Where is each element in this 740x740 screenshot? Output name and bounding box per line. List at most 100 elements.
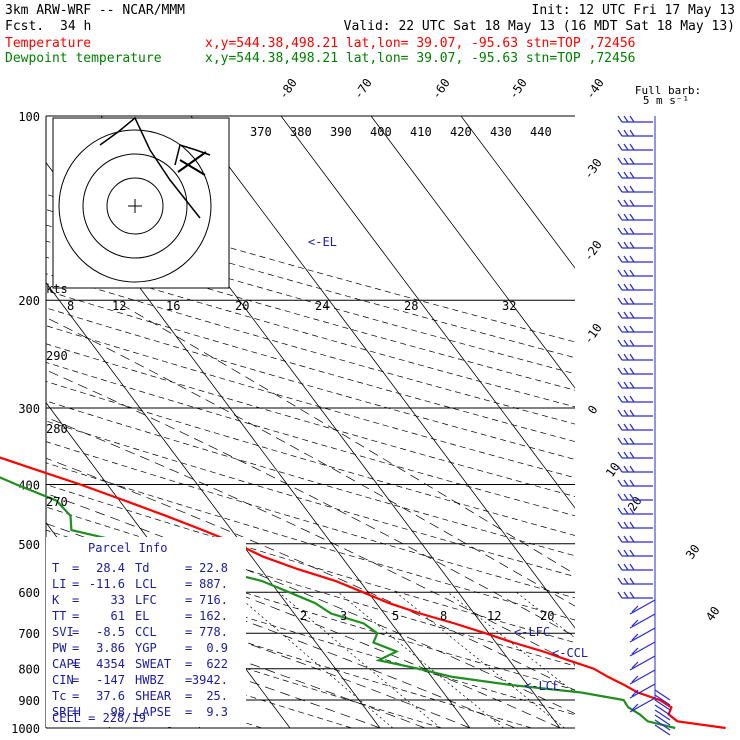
isotherm-label: -60 — [429, 76, 453, 102]
wind-barb — [623, 227, 629, 235]
theta-label: 400 — [370, 125, 392, 139]
mixing-ratio-label: 5 — [392, 609, 399, 623]
wind-barb — [631, 675, 639, 683]
parcel-value: 887. — [199, 577, 228, 591]
hodograph-speed-label: 24 — [315, 299, 329, 313]
parcel-key: T — [52, 561, 59, 575]
wind-barb — [617, 171, 623, 179]
wind-barb — [623, 269, 629, 277]
hodograph-speed-label: 28 — [404, 299, 418, 313]
isotherm-label: 20 — [625, 494, 645, 514]
parcel-key: CIN — [52, 673, 74, 687]
dry-adiabat — [46, 256, 575, 408]
parcel-equals: = — [72, 673, 79, 687]
wind-barb — [623, 563, 629, 571]
wind-barb — [623, 535, 629, 543]
el-marker: <-EL — [308, 235, 337, 249]
wind-barb — [629, 199, 635, 207]
mixing-ratio-line — [515, 591, 575, 639]
isotherm-label: 0 — [585, 403, 601, 417]
isotherm-label: -80 — [276, 76, 300, 102]
parcel-value: 3942. — [192, 673, 228, 687]
hodograph-speed-label: 8 — [67, 299, 74, 313]
mixing-ratio-line — [233, 591, 394, 728]
wind-barb — [629, 129, 635, 137]
parcel-equals: = — [185, 609, 192, 623]
theta-label: 270 — [46, 495, 68, 509]
parcel-value: 778. — [199, 625, 228, 639]
wind-barb — [623, 381, 629, 389]
parcel-key: PW — [52, 641, 67, 655]
parcel-key: SREH — [52, 705, 81, 719]
parcel-key: LCL — [135, 577, 157, 591]
wind-barb — [617, 591, 623, 599]
wind-barb — [629, 627, 656, 643]
wind-barb — [623, 325, 629, 333]
dry-adiabat — [46, 578, 532, 728]
wind-barb — [617, 325, 623, 333]
parcel-value: 716. — [199, 593, 228, 607]
wind-barb — [623, 157, 629, 165]
wind-barb — [631, 703, 639, 711]
wind-barb — [617, 353, 623, 361]
isotherm-label: 10 — [603, 460, 623, 480]
isotherm — [0, 116, 20, 728]
wind-barb — [617, 269, 623, 277]
moist-adiabat — [113, 299, 575, 575]
parcel-equals: = — [185, 657, 192, 671]
wind-barb — [629, 507, 635, 515]
wind-barb — [629, 143, 635, 151]
wind-barb — [629, 465, 635, 473]
wind-barb — [629, 269, 635, 277]
parcel-value: 22.8 — [199, 561, 228, 575]
wind-barb — [623, 213, 629, 221]
parcel-value: -147 — [96, 673, 125, 687]
parcel-key: SWEAT — [135, 657, 171, 671]
wind-barb — [629, 115, 635, 123]
parcel-info-title: Parcel Info — [88, 541, 167, 555]
wind-barb — [629, 325, 635, 333]
wind-barb — [629, 311, 635, 319]
wind-barb — [617, 227, 623, 235]
parcel-value: 3.86 — [96, 641, 125, 655]
parcel-equals: = — [72, 609, 79, 623]
valid-time: Valid: 22 UTC Sat 18 May 13 (16 MDT Sat … — [344, 19, 735, 34]
dry-adiabat — [46, 441, 575, 599]
parcel-value: -8.5 — [96, 625, 125, 639]
wind-barb — [617, 115, 623, 123]
dry-adiabat — [46, 343, 575, 497]
parcel-key: CCL — [135, 625, 157, 639]
wind-barb — [623, 143, 629, 151]
wind-barb — [623, 521, 629, 529]
isobar-label: 500 — [18, 538, 40, 552]
hodograph-speed-label: 20 — [235, 299, 249, 313]
parcel-value: 0.9 — [206, 641, 228, 655]
parcel-equals: = — [185, 673, 192, 687]
wind-barb — [629, 157, 635, 165]
isobar-label: 600 — [18, 586, 40, 600]
isotherm-label: 40 — [703, 604, 723, 624]
parcel-equals: = — [185, 593, 192, 607]
parcel-value: 622 — [206, 657, 228, 671]
parcel-value: 37.6 — [96, 689, 125, 703]
wind-barb — [623, 465, 629, 473]
theta-label: 440 — [530, 125, 552, 139]
wind-barb — [629, 297, 635, 305]
storm-motion — [179, 159, 206, 176]
parcel-value: 25. — [206, 689, 228, 703]
parcel-key: LAPSE — [135, 705, 171, 719]
isotherm-label: -70 — [351, 76, 375, 102]
parcel-key: LI — [52, 577, 66, 591]
wind-barb — [654, 689, 671, 701]
wind-barb — [629, 423, 635, 431]
isotherm-label: -10 — [581, 321, 605, 347]
isotherm-label: -20 — [581, 238, 605, 264]
isobar-label: 200 — [18, 294, 40, 308]
parcel-equals: = — [185, 561, 192, 575]
wind-barb — [623, 283, 629, 291]
wind-barb — [629, 535, 635, 543]
wind-barb — [617, 409, 623, 417]
wind-barb — [623, 255, 629, 263]
legend-dewpoint-info: x,y=544.38,498.21 lat,lon= 39.07, -95.63… — [205, 51, 635, 66]
hodograph-ring — [106, 177, 164, 235]
